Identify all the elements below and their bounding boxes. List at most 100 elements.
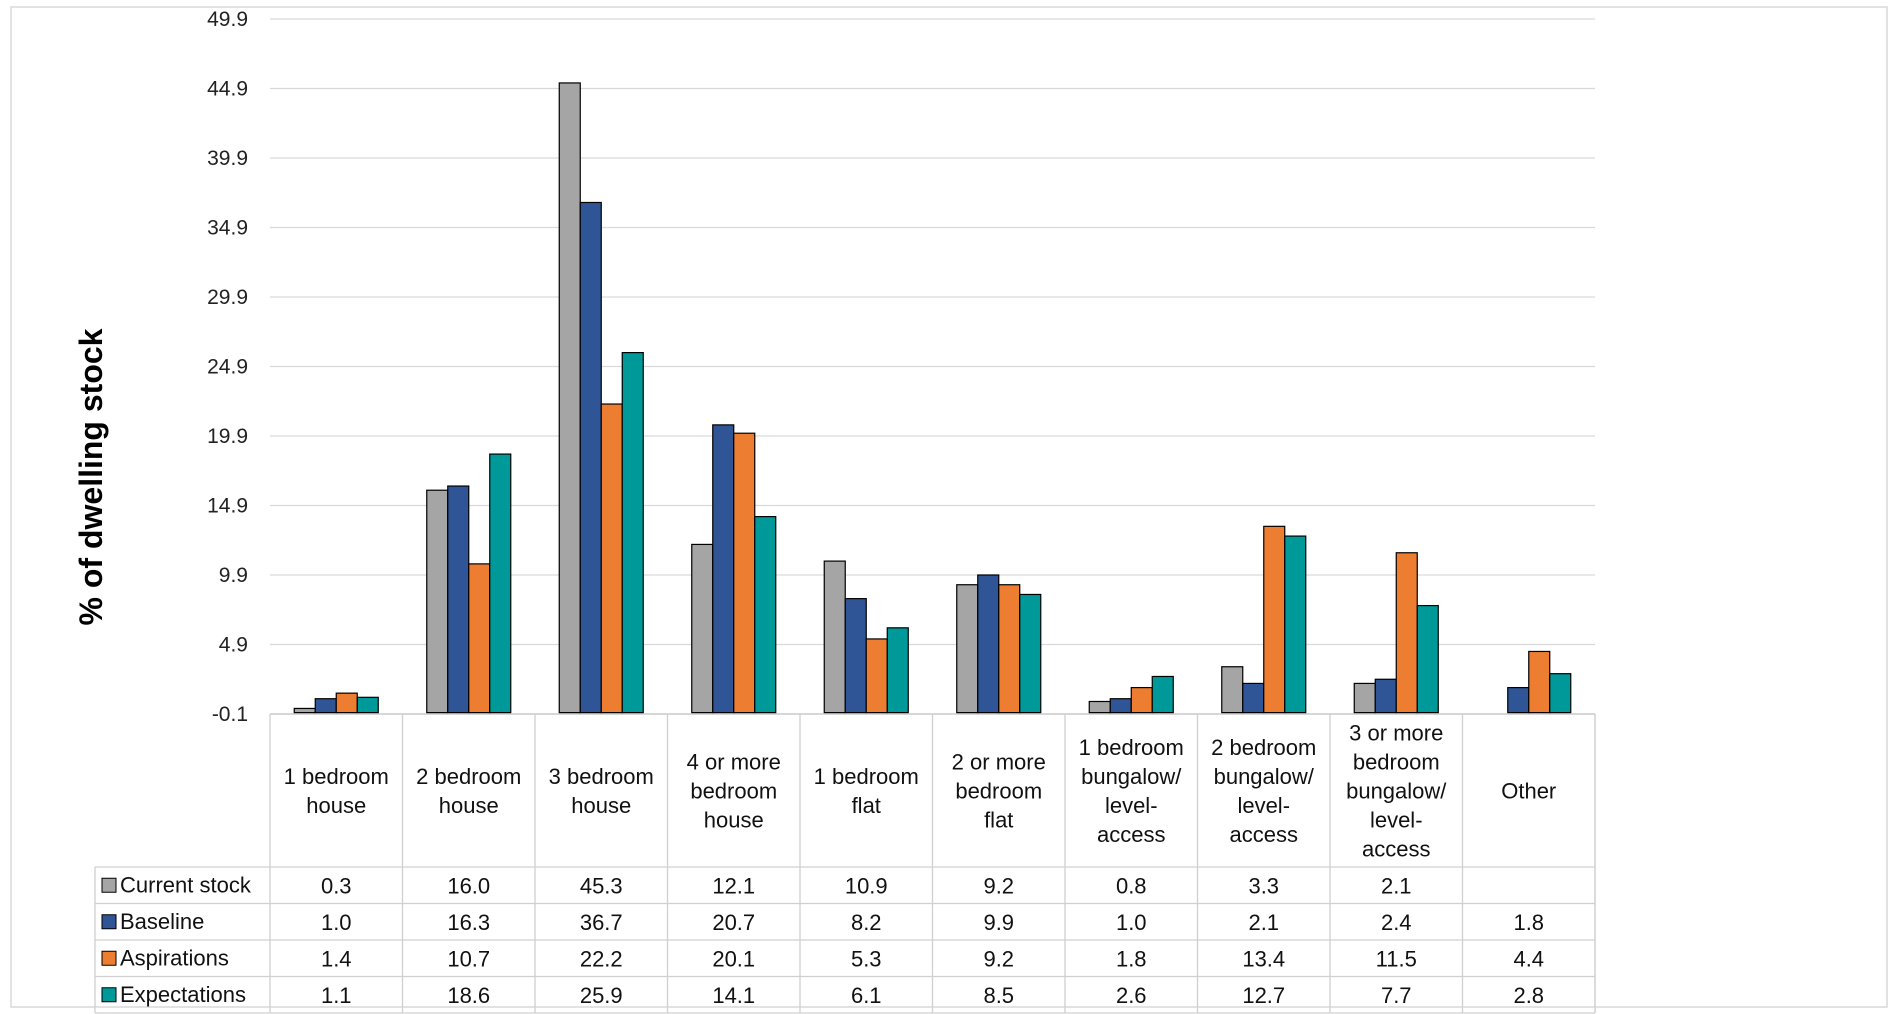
data-label: 9.9 xyxy=(983,910,1014,935)
legend-label: Current stock xyxy=(120,872,252,897)
data-label: 16.0 xyxy=(447,873,490,898)
data-label: 36.7 xyxy=(580,910,623,935)
y-tick-label: 9.9 xyxy=(219,564,248,587)
bar xyxy=(1549,673,1572,714)
category-label: bedroom xyxy=(690,779,777,804)
bar xyxy=(600,403,623,714)
category-label: 3 bedroom xyxy=(549,764,654,789)
category-label: bungalow/ xyxy=(1214,764,1315,789)
category-label: 3 or more xyxy=(1349,721,1443,746)
y-tick-label: 49.9 xyxy=(207,8,248,31)
category-label: house xyxy=(571,793,631,818)
data-label: 4.4 xyxy=(1513,946,1544,971)
data-label: 1.4 xyxy=(321,946,352,971)
data-label: 2.1 xyxy=(1381,873,1412,898)
category-label: Other xyxy=(1501,779,1556,804)
y-axis-ticks: -0.1 4.9 9.9 14.9 19.9 24.9 29.9 34.9 39.9 44.9 49… xyxy=(207,8,248,726)
data-label: 25.9 xyxy=(580,983,623,1008)
category-label: house xyxy=(704,808,764,833)
bar xyxy=(621,352,644,714)
bar xyxy=(558,82,581,714)
category-label: level- xyxy=(1105,793,1158,818)
bar xyxy=(356,696,379,714)
bar xyxy=(489,453,512,714)
category-label: 4 or more xyxy=(687,750,781,775)
category-label: 1 bedroom xyxy=(1079,735,1184,760)
data-label: 22.2 xyxy=(580,946,623,971)
data-label: 2.1 xyxy=(1248,910,1279,935)
bar xyxy=(977,574,1000,714)
data-label: 8.5 xyxy=(983,983,1014,1008)
bar xyxy=(1395,552,1418,714)
data-label: 11.5 xyxy=(1376,946,1417,971)
bar xyxy=(733,432,756,714)
data-label: 1.8 xyxy=(1116,946,1147,971)
y-tick-label: 14.9 xyxy=(207,495,248,518)
bar xyxy=(468,563,491,714)
category-label: access xyxy=(1362,837,1430,862)
y-tick-label: 39.9 xyxy=(207,147,248,170)
category-label: 2 bedroom xyxy=(1211,735,1316,760)
chart-frame xyxy=(10,6,1888,1008)
legend-label: Expectations xyxy=(120,982,246,1007)
bar xyxy=(844,598,867,714)
category-label: flat xyxy=(852,793,881,818)
data-label: 12.1 xyxy=(712,873,755,898)
data-label: 0.3 xyxy=(321,873,352,898)
y-tick-label: -0.1 xyxy=(212,703,248,726)
category-label: bungalow/ xyxy=(1081,764,1182,789)
data-table: 1 bedroom house 2 bedroom house 3 bedroom hou… xyxy=(94,714,1596,1014)
bar xyxy=(1507,686,1530,714)
data-label: 20.1 xyxy=(712,946,755,971)
data-label: 8.2 xyxy=(851,910,882,935)
data-label: 16.3 xyxy=(447,910,490,935)
bar xyxy=(865,638,888,714)
bar xyxy=(1528,650,1551,714)
legend-key xyxy=(101,877,117,893)
data-label: 6.1 xyxy=(851,983,882,1008)
bar xyxy=(1374,678,1397,714)
bars xyxy=(293,82,1572,714)
data-label: 1.0 xyxy=(321,910,352,935)
bar xyxy=(998,584,1021,714)
bar xyxy=(1221,666,1244,714)
bar xyxy=(426,489,449,714)
y-tick-label: 44.9 xyxy=(207,78,248,101)
data-label: 2.6 xyxy=(1116,983,1147,1008)
data-label: 3.3 xyxy=(1248,873,1279,898)
data-label: 10.9 xyxy=(845,873,888,898)
bar xyxy=(956,584,979,714)
category-label: bedroom xyxy=(955,779,1042,804)
data-label: 9.2 xyxy=(983,946,1014,971)
data-label: 14.1 xyxy=(712,983,755,1008)
y-tick-label: 24.9 xyxy=(207,356,248,379)
data-label: 18.6 xyxy=(447,983,490,1008)
data-label: 1.8 xyxy=(1513,910,1544,935)
category-label: level- xyxy=(1237,793,1290,818)
bar xyxy=(293,707,316,714)
bar xyxy=(754,516,777,714)
bar xyxy=(691,543,714,714)
bar xyxy=(886,627,909,714)
bar xyxy=(1353,682,1376,714)
legend-key xyxy=(101,987,117,1003)
data-label: 13.4 xyxy=(1242,946,1285,971)
y-tick-label: 4.9 xyxy=(219,634,248,657)
category-label: 1 bedroom xyxy=(284,764,389,789)
bar xyxy=(314,698,337,714)
category-label: house xyxy=(439,793,499,818)
bar xyxy=(335,692,358,714)
bar xyxy=(823,560,846,714)
data-label: 12.7 xyxy=(1242,983,1285,1008)
bar xyxy=(1130,686,1153,714)
data-label: 2.8 xyxy=(1513,983,1544,1008)
y-tick-label: 19.9 xyxy=(207,425,248,448)
legend-label: Baseline xyxy=(120,909,204,934)
data-label: 5.3 xyxy=(851,946,882,971)
bar xyxy=(712,424,735,714)
data-label: 7.7 xyxy=(1381,983,1412,1008)
bar xyxy=(1088,700,1111,714)
data-label: 45.3 xyxy=(580,873,623,898)
legend-label: Aspirations xyxy=(120,945,229,970)
